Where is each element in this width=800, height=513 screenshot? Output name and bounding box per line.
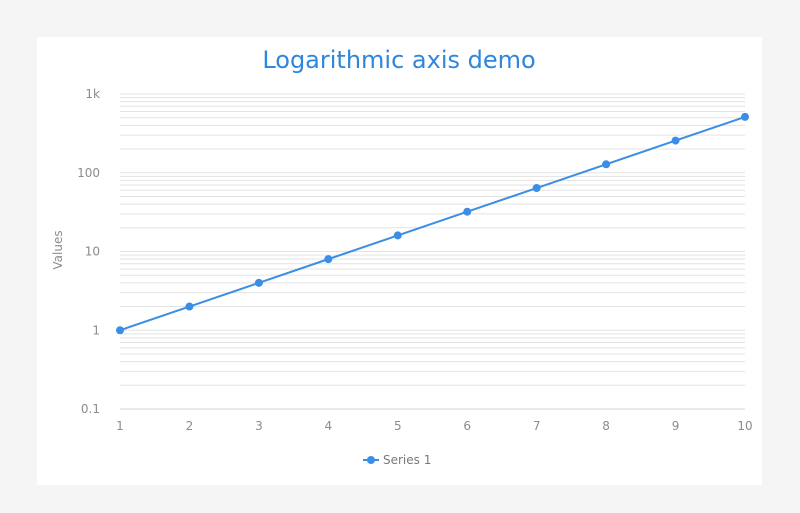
data-point [254, 278, 263, 287]
chart-svg: Logarithmic axis demo 0.1 1 10 100 1k 1 2 3 4 5 6… [51, 46, 753, 467]
y-tick-labels: 0.1 1 10 100 1k [77, 87, 100, 416]
y-tick-label: 0.1 [81, 402, 100, 416]
grid-lines [120, 93, 745, 410]
data-point [532, 184, 541, 193]
x-tick-label: 4 [325, 419, 333, 433]
series-layer [116, 112, 749, 335]
data-point [602, 160, 611, 169]
x-tick-label: 6 [463, 419, 471, 433]
x-tick-label: 8 [602, 419, 610, 433]
legend-marker [367, 456, 375, 464]
data-point [324, 255, 333, 264]
series-line [119, 115, 746, 332]
data-point [741, 112, 749, 121]
x-tick-label: 7 [533, 419, 541, 433]
y-tick-label: 1 [92, 323, 100, 337]
y-tick-label: 100 [77, 166, 100, 180]
chart-title: Logarithmic axis demo [262, 46, 535, 74]
x-tick-label: 5 [394, 419, 402, 433]
y-tick-label: 10 [85, 245, 100, 259]
chart-panel: Logarithmic axis demo 0.1 1 10 100 1k 1 2 3 4 5 6… [37, 37, 762, 485]
legend[interactable]: Series 1 [363, 453, 431, 467]
x-tick-label: 3 [255, 419, 263, 433]
data-point [393, 231, 402, 240]
y-axis-title: Values [51, 230, 65, 269]
x-tick-label: 2 [186, 419, 194, 433]
data-point [116, 326, 124, 335]
data-point [463, 207, 472, 216]
x-tick-label: 10 [737, 419, 752, 433]
data-point [185, 302, 194, 311]
x-tick-label: 1 [116, 419, 124, 433]
legend-label: Series 1 [383, 453, 431, 467]
x-tick-label: 9 [672, 419, 680, 433]
x-tick-labels: 1 2 3 4 5 6 7 8 9 10 [116, 419, 752, 433]
data-point [671, 136, 680, 145]
y-tick-label: 1k [85, 87, 100, 101]
